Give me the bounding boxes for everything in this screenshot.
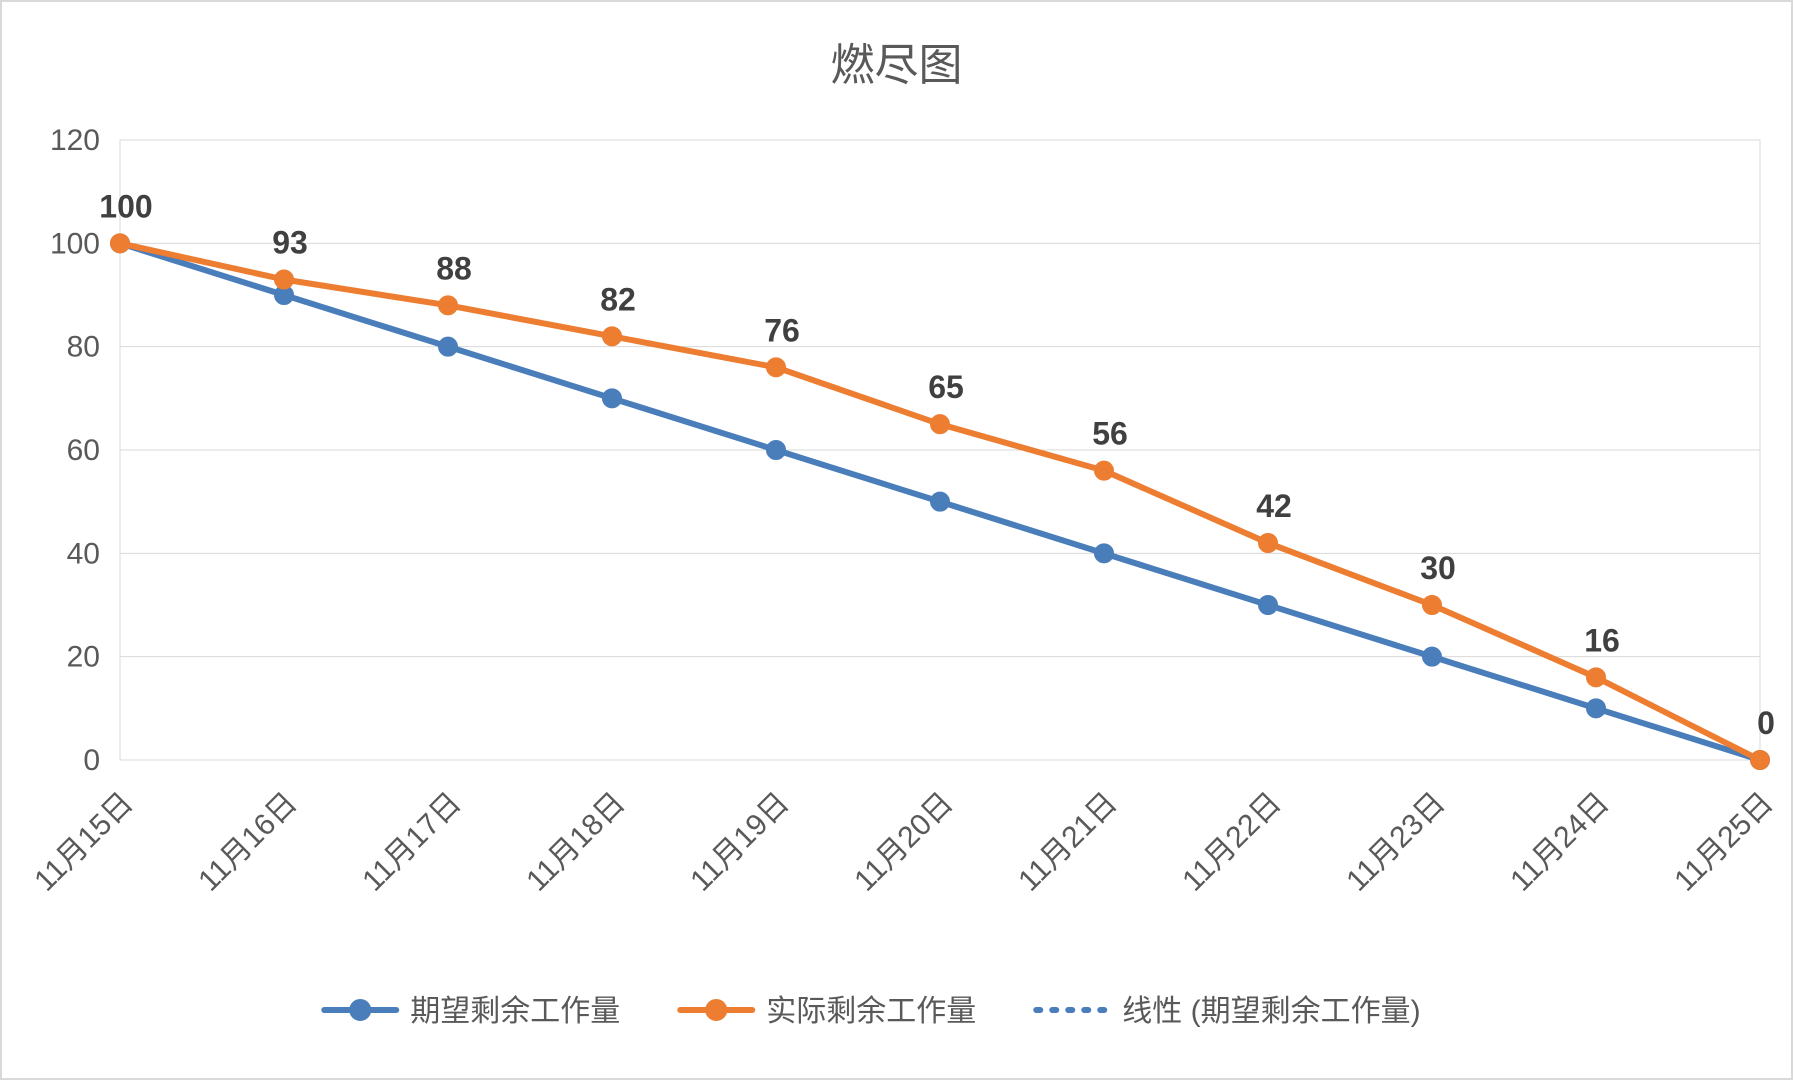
legend-label: 期望剩余工作量 xyxy=(410,995,620,1028)
series-marker-1 xyxy=(1095,462,1113,480)
data-label-1-0: 100 xyxy=(99,188,152,224)
data-label-1-6: 56 xyxy=(1092,416,1128,452)
series-marker-1 xyxy=(603,327,621,345)
chart-svg: 燃尽图02040608010012011月15日11月16日11月17日11月1… xyxy=(0,0,1793,1080)
data-label-1-3: 82 xyxy=(600,281,636,317)
series-marker-1 xyxy=(931,415,949,433)
series-marker-1 xyxy=(1259,534,1277,552)
series-marker-1 xyxy=(1751,751,1769,769)
chart-title: 燃尽图 xyxy=(831,41,963,90)
data-label-1-8: 30 xyxy=(1420,550,1456,586)
data-label-1-7: 42 xyxy=(1256,488,1292,524)
y-tick-label: 60 xyxy=(67,434,100,467)
data-label-1-9: 16 xyxy=(1584,622,1620,658)
y-tick-label: 40 xyxy=(67,537,100,570)
y-tick-label: 0 xyxy=(83,744,100,777)
chart-outer-border xyxy=(1,1,1792,1079)
data-label-1-10: 0 xyxy=(1757,705,1775,741)
legend-marker xyxy=(706,1000,726,1020)
series-marker-1 xyxy=(275,271,293,289)
legend-label: 线性 (期望剩余工作量) xyxy=(1122,995,1420,1028)
series-marker-1 xyxy=(111,234,129,252)
data-label-1-4: 76 xyxy=(764,312,800,348)
y-tick-label: 20 xyxy=(67,641,100,674)
y-tick-label: 100 xyxy=(50,227,100,260)
series-marker-1 xyxy=(767,358,785,376)
data-label-1-5: 65 xyxy=(928,369,964,405)
series-marker-1 xyxy=(1587,668,1605,686)
data-label-1-1: 93 xyxy=(272,225,308,261)
legend-label: 实际剩余工作量 xyxy=(766,995,976,1028)
y-tick-label: 120 xyxy=(50,124,100,157)
legend-marker xyxy=(350,1000,370,1020)
burndown-chart: 燃尽图02040608010012011月15日11月16日11月17日11月1… xyxy=(0,0,1793,1080)
series-marker-1 xyxy=(1423,596,1441,614)
series-marker-1 xyxy=(439,296,457,314)
data-label-1-2: 88 xyxy=(436,250,472,286)
y-tick-label: 80 xyxy=(67,331,100,364)
